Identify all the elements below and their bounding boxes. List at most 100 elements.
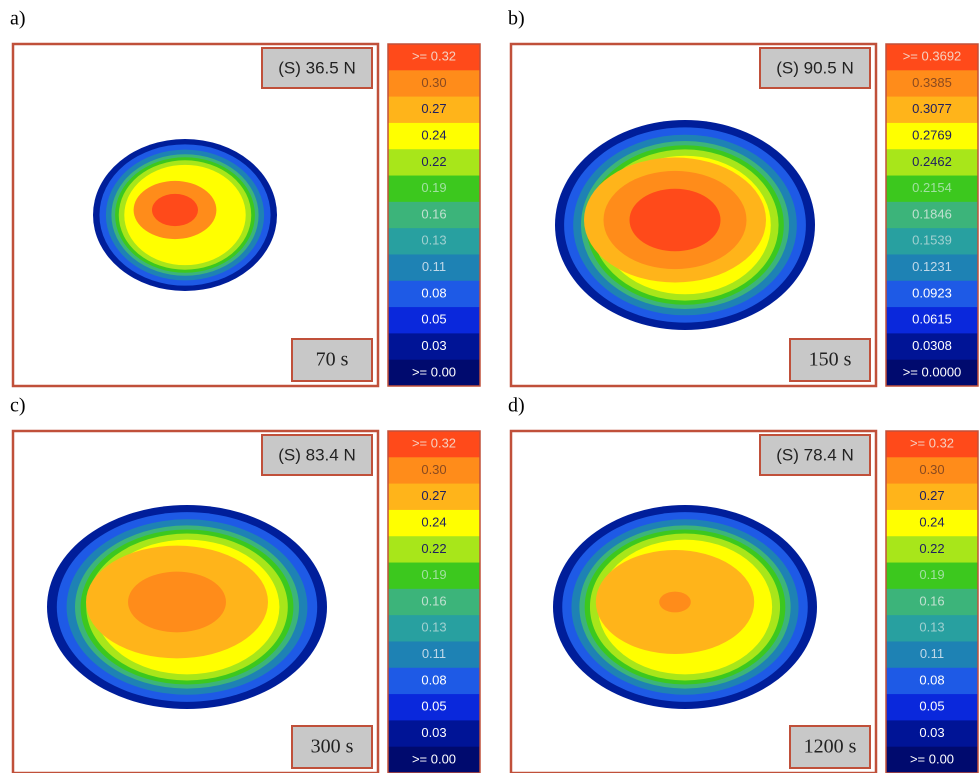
pressure-region — [152, 193, 198, 227]
time-box — [291, 338, 373, 382]
force-box — [759, 47, 871, 89]
time-label: 300 s — [311, 736, 354, 758]
scale-swatch — [388, 588, 480, 616]
scale-swatch — [886, 70, 978, 98]
scale-label: 0.13 — [421, 620, 446, 635]
scale-swatch — [388, 746, 480, 773]
scale-label: 0.2769 — [912, 128, 952, 143]
scale-label: 0.27 — [421, 101, 446, 116]
scale-label: >= 0.3692 — [903, 49, 962, 64]
scale-label: 0.05 — [919, 699, 944, 714]
scale-swatch — [886, 562, 978, 590]
scale-swatch — [886, 307, 978, 334]
scale-label: 0.22 — [919, 541, 944, 556]
force-label: (S) 36.5 N — [278, 58, 355, 77]
scale-swatch — [886, 280, 978, 308]
panel-label: d) — [508, 395, 525, 417]
scale-label: >= 0.0000 — [903, 364, 962, 379]
scale-label: 0.30 — [421, 462, 446, 477]
scale-swatch — [388, 720, 480, 748]
scale-label: 0.16 — [919, 593, 944, 608]
scale-swatch — [886, 457, 978, 485]
scale-label: 0.0308 — [912, 338, 952, 353]
pressure-region — [629, 188, 721, 252]
scale-label: 0.19 — [421, 567, 446, 582]
scale-label: 0.11 — [422, 646, 446, 661]
time-box — [789, 725, 871, 769]
panel: d) (S) 78.4 N 1200 s >= 0.32 0.30 0.27 0.24 0.2… — [508, 395, 979, 773]
scale-swatch — [886, 694, 978, 721]
scale-swatch — [886, 588, 978, 616]
time-box — [291, 725, 373, 769]
scale-swatch — [886, 149, 978, 177]
scale-label: 0.03 — [421, 338, 446, 353]
scale-swatch — [886, 359, 978, 387]
scale-swatch — [388, 536, 480, 564]
scale-swatch — [388, 201, 480, 229]
scale-swatch — [886, 201, 978, 229]
scale-label: 0.08 — [919, 672, 944, 687]
scale-label: 0.13 — [421, 233, 446, 248]
scale-label: 0.0615 — [912, 312, 952, 327]
scale-label: 0.16 — [421, 206, 446, 221]
scale-label: 0.1539 — [912, 233, 952, 248]
panel-label: c) — [10, 395, 26, 417]
scale-swatch — [388, 96, 480, 124]
scale-swatch — [886, 615, 978, 642]
scale-frame — [387, 43, 481, 387]
scale-swatch — [886, 667, 978, 695]
scale-swatch — [388, 254, 480, 282]
scale-swatch — [388, 667, 480, 695]
scale-label: 0.24 — [421, 515, 446, 530]
time-label: 1200 s — [804, 736, 857, 758]
scale-label: 0.13 — [919, 620, 944, 635]
force-box — [261, 47, 373, 89]
scale-label: >= 0.00 — [412, 364, 456, 379]
scale-label: 0.24 — [421, 128, 446, 143]
scale-label: 0.03 — [919, 725, 944, 740]
scale-label: 0.08 — [421, 285, 446, 300]
scale-swatch — [886, 720, 978, 748]
scale-label: 0.05 — [421, 699, 446, 714]
scale-label: 0.19 — [919, 567, 944, 582]
scale-swatch — [886, 44, 978, 71]
scale-swatch — [886, 96, 978, 124]
time-label: 70 s — [316, 349, 349, 371]
scale-label: 0.2154 — [912, 180, 952, 195]
scale-swatch — [886, 641, 978, 669]
scale-label: 0.22 — [421, 541, 446, 556]
scale-label: >= 0.32 — [910, 436, 954, 451]
force-box — [261, 434, 373, 476]
scale-swatch — [388, 509, 480, 537]
scale-swatch — [388, 457, 480, 485]
force-label: (S) 78.4 N — [776, 445, 853, 464]
scale-label: 0.22 — [421, 154, 446, 169]
panel-label: a) — [10, 8, 26, 30]
scale-swatch — [388, 122, 480, 150]
panel: c) (S) 83.4 N 300 s >= 0.32 0.30 0.27 0.24 0.22… — [10, 395, 481, 773]
time-label: 150 s — [809, 349, 852, 371]
scale-label: 0.19 — [421, 180, 446, 195]
scale-swatch — [388, 280, 480, 308]
scale-label: 0.30 — [421, 75, 446, 90]
force-box — [759, 434, 871, 476]
scale-label: 0.11 — [920, 646, 944, 661]
scale-swatch — [886, 483, 978, 511]
scale-label: 0.2462 — [912, 154, 952, 169]
scale-swatch — [388, 333, 480, 361]
pressure-region — [128, 571, 226, 633]
scale-swatch — [388, 641, 480, 669]
scale-label: 0.08 — [421, 672, 446, 687]
scale-label: >= 0.32 — [412, 49, 456, 64]
scale-swatch — [886, 228, 978, 255]
scale-swatch — [886, 175, 978, 203]
scale-label: 0.1846 — [912, 206, 952, 221]
scale-swatch — [388, 44, 480, 71]
time-box — [789, 338, 871, 382]
scale-swatch — [886, 431, 978, 458]
scale-swatch — [886, 122, 978, 150]
scale-label: 0.11 — [422, 259, 446, 274]
scale-swatch — [388, 694, 480, 721]
scale-swatch — [388, 431, 480, 458]
scale-swatch — [388, 307, 480, 334]
